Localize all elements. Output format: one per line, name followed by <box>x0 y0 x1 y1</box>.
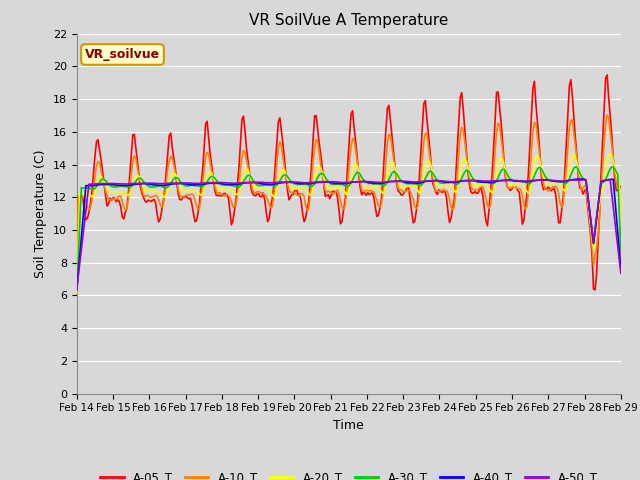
A-10_T <box>262 192 270 198</box>
A-05_T <box>587 231 595 237</box>
A-10_T <box>235 183 243 189</box>
A-40_T <box>253 180 261 186</box>
A-10_T <box>604 112 611 118</box>
A-20_T <box>73 290 81 296</box>
A-10_T <box>589 263 597 268</box>
A-50_T <box>262 180 270 186</box>
A-30_T <box>73 288 81 293</box>
A-20_T <box>617 234 625 240</box>
A-40_T <box>588 228 596 234</box>
A-10_T <box>140 192 147 198</box>
Line: A-50_T: A-50_T <box>77 180 621 289</box>
A-40_T <box>140 180 147 186</box>
A-20_T <box>606 151 614 157</box>
A-50_T <box>580 177 588 183</box>
A-10_T <box>311 144 319 150</box>
A-50_T <box>588 228 596 233</box>
A-20_T <box>253 186 261 192</box>
Line: A-30_T: A-30_T <box>77 167 621 290</box>
A-30_T <box>587 216 595 222</box>
A-20_T <box>262 185 270 191</box>
A-05_T <box>311 113 319 119</box>
A-30_T <box>608 164 616 169</box>
A-10_T <box>617 252 625 258</box>
A-05_T <box>617 184 625 190</box>
A-05_T <box>140 194 147 200</box>
A-40_T <box>73 287 81 292</box>
Line: A-05_T: A-05_T <box>77 75 621 294</box>
A-50_T <box>311 179 319 185</box>
A-30_T <box>311 181 319 187</box>
A-30_T <box>235 184 243 190</box>
A-05_T <box>262 209 270 215</box>
A-40_T <box>235 181 243 187</box>
A-10_T <box>73 259 81 265</box>
A-40_T <box>262 181 270 187</box>
Title: VR SoilVue A Temperature: VR SoilVue A Temperature <box>249 13 449 28</box>
A-10_T <box>253 189 261 194</box>
A-30_T <box>253 182 261 188</box>
A-05_T <box>253 191 261 197</box>
A-20_T <box>311 179 319 184</box>
A-50_T <box>235 180 243 186</box>
A-50_T <box>73 286 81 292</box>
A-05_T <box>235 165 243 171</box>
A-05_T <box>604 72 611 78</box>
A-40_T <box>576 176 584 182</box>
A-50_T <box>140 180 147 186</box>
Line: A-20_T: A-20_T <box>77 154 621 293</box>
A-30_T <box>140 179 147 184</box>
A-10_T <box>587 227 595 233</box>
A-40_T <box>617 265 625 271</box>
A-30_T <box>262 182 270 188</box>
A-50_T <box>617 270 625 276</box>
X-axis label: Time: Time <box>333 419 364 432</box>
Legend: A-05_T, A-10_T, A-20_T, A-30_T, A-40_T, A-50_T: A-05_T, A-10_T, A-20_T, A-30_T, A-40_T, … <box>95 466 602 480</box>
A-05_T <box>73 291 81 297</box>
A-30_T <box>617 247 625 252</box>
Line: A-10_T: A-10_T <box>77 115 621 265</box>
Y-axis label: Soil Temperature (C): Soil Temperature (C) <box>35 149 47 278</box>
Line: A-40_T: A-40_T <box>77 179 621 289</box>
Text: VR_soilvue: VR_soilvue <box>85 48 160 61</box>
A-20_T <box>140 183 147 189</box>
A-40_T <box>311 180 319 186</box>
A-20_T <box>235 189 243 195</box>
A-50_T <box>253 180 261 185</box>
A-20_T <box>587 219 595 225</box>
